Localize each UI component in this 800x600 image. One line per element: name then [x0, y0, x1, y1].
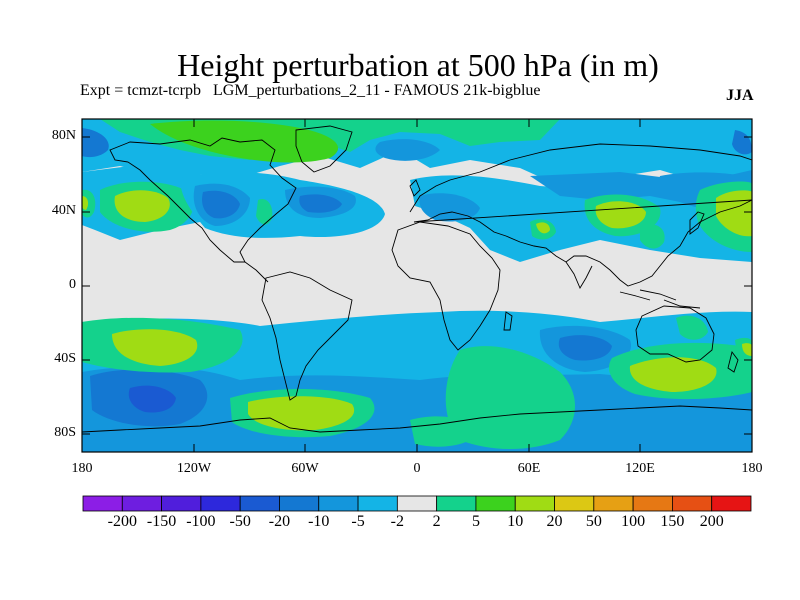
lon-tick-label: 0 — [413, 461, 421, 476]
colorbar-swatch — [593, 495, 634, 512]
colorbar-swatch — [318, 495, 359, 512]
australia-northeast-green — [676, 315, 708, 340]
lat-tick-label: 80N — [51, 128, 76, 143]
season-label: JJA — [726, 87, 754, 104]
antarctica-coast — [82, 405, 752, 433]
lon-tick-label: 120W — [176, 461, 212, 476]
arctic-deep-blue — [82, 128, 109, 158]
map-title: Height perturbation at 500 hPa (in m) — [177, 47, 659, 83]
colorbar-swatch — [672, 495, 713, 512]
colorbar-swatch — [436, 495, 477, 512]
arctic-deep-blue-east — [732, 130, 752, 155]
madagascar-coast — [503, 311, 513, 331]
lon-tick-label: 60W — [291, 461, 319, 476]
colorbar-swatch — [711, 495, 752, 512]
colorbar-swatch — [200, 495, 241, 512]
s-indian-deep-blue — [558, 335, 612, 361]
west-edge-green — [82, 189, 96, 218]
colorbar-label: -150 — [146, 513, 177, 530]
australia-coast — [635, 305, 715, 363]
s-pacific-darkest-blue — [128, 385, 176, 413]
n-pacific-yellow — [114, 190, 170, 222]
lon-tick-label: 180 — [741, 461, 763, 476]
japan-coast — [689, 211, 705, 235]
colorbar-label: 5 — [471, 513, 480, 530]
colorbar-label: 20 — [546, 513, 563, 530]
east-asia-green — [640, 224, 665, 249]
colorbar-label: -20 — [268, 513, 291, 530]
s-hemisphere-mid-blue — [82, 366, 752, 452]
colorbar-label: -2 — [390, 513, 404, 530]
lat-tick-label: 40S — [54, 351, 76, 366]
colorbar-swatch — [475, 495, 516, 512]
colorbar-swatch — [514, 495, 555, 512]
colorbar-swatch — [279, 495, 320, 512]
lon-tick-label: 120E — [625, 461, 655, 476]
colorbar-label: 200 — [699, 513, 724, 530]
mideast-yellow — [536, 222, 550, 234]
uk-coast — [409, 179, 421, 197]
colorbar-label: 50 — [585, 513, 602, 530]
lat-tick-label: 0 — [69, 277, 76, 292]
colorbar-label: 10 — [507, 513, 524, 530]
experiment-label: Expt = tcmzt-tcrpb LGM_perturbations_2_1… — [80, 82, 541, 99]
colorbar-label: -5 — [351, 513, 365, 530]
colorbar-label: -100 — [186, 513, 216, 530]
axis-ticks — [82, 119, 752, 452]
india-coast — [565, 261, 593, 289]
colorbar-swatch — [161, 495, 202, 512]
indonesia-coast — [619, 289, 701, 309]
north-atlantic-blue — [375, 139, 440, 161]
lon-tick-label: 60E — [517, 461, 541, 476]
colorbar-swatch — [554, 495, 595, 512]
n-america-deep-blue — [202, 190, 240, 219]
lon-tick-label: 180 — [71, 461, 93, 476]
colorbar-label: 2 — [432, 513, 441, 530]
east-edge-yellow — [742, 343, 752, 356]
colorbar-label: -50 — [229, 513, 251, 530]
north-america-coast — [109, 137, 297, 263]
eurasia-coast — [409, 143, 752, 287]
atlantic-deep-blue — [299, 194, 342, 213]
australia-yellow — [629, 357, 717, 392]
colorbar-swatch — [239, 495, 280, 512]
contour-field — [82, 119, 752, 452]
coastlines — [82, 125, 752, 433]
south-africa-green-2 — [410, 416, 480, 447]
new-zealand-coast — [727, 350, 739, 373]
africa-coast — [391, 221, 501, 351]
greenland-coast — [295, 125, 353, 173]
south-america-coast — [261, 271, 353, 401]
eurasia-mid-blue-2 — [419, 193, 480, 222]
lat-tick-label: 80S — [54, 425, 76, 440]
colorbar-swatch — [396, 495, 438, 512]
colorbar-label: -200 — [107, 513, 137, 530]
colorbar-label: -10 — [308, 513, 330, 530]
colorbar-swatch — [357, 495, 398, 512]
n-america-green-strip — [256, 198, 273, 225]
lat-tick-label: 40N — [51, 203, 76, 218]
central-america-coast — [244, 261, 269, 283]
s-atlantic-yellow — [248, 396, 355, 431]
colorbar-swatch — [632, 495, 673, 512]
colorbar-swatch — [121, 495, 162, 512]
colorbar — [82, 495, 752, 512]
s-pacific-west-yellow — [112, 329, 198, 366]
south-africa-green — [445, 346, 575, 449]
colorbar-label: 150 — [660, 513, 685, 530]
west-edge-yellow — [82, 196, 89, 210]
colorbar-swatch — [82, 495, 123, 512]
colorbar-label: 100 — [621, 513, 646, 530]
